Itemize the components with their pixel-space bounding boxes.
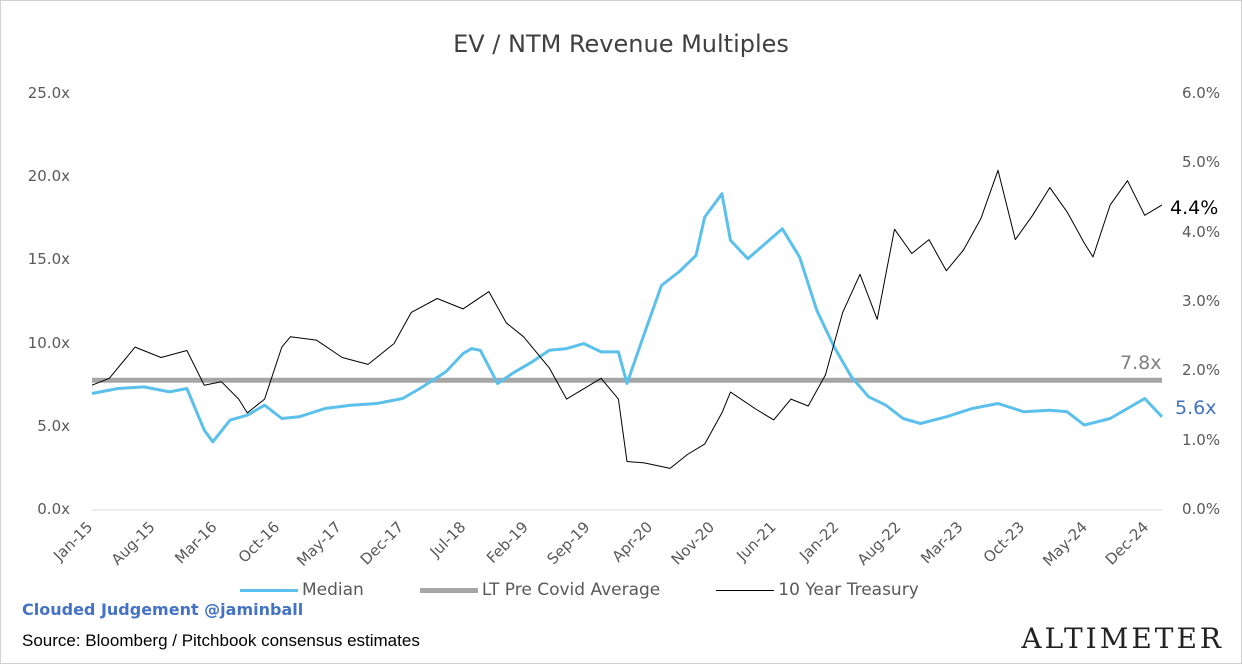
series-median-line	[91, 192, 1164, 444]
y-right-tick-label: 4.0%	[1182, 222, 1221, 241]
y-right-tick-label: 5.0%	[1182, 153, 1221, 172]
lt-average-end-label: 7.8x	[1120, 352, 1162, 374]
chart-legend: Median LT Pre Covid Average 10 Year Trea…	[240, 580, 975, 600]
legend-label-lt-average: LT Pre Covid Average	[481, 580, 661, 600]
y-left-tick-label: 20.0x	[27, 167, 70, 186]
chart-title: EV / NTM Revenue Multiples	[453, 30, 789, 58]
series-treasury-line	[91, 169, 1163, 469]
legend-item-lt-average: LT Pre Covid Average	[419, 580, 661, 600]
legend-swatch-median	[240, 588, 298, 592]
legend-item-treasury: 10 Year Treasury	[716, 580, 919, 600]
y-right-tick-label: 2.0%	[1182, 361, 1221, 380]
median-end-label: 5.6x	[1175, 397, 1217, 419]
brand-logo: ALTIMETER	[1021, 622, 1224, 655]
source-text: Source: Bloomberg / Pitchbook consensus …	[22, 631, 420, 650]
y-right-tick-label: 6.0%	[1182, 84, 1221, 102]
y-left-tick-label: 10.0x	[27, 333, 70, 352]
legend-label-median: Median	[302, 580, 364, 600]
y-left-tick-label: 5.0x	[37, 416, 70, 435]
treasury-end-label: 4.4%	[1170, 197, 1219, 219]
credit-text: Clouded Judgement @jaminball	[22, 600, 304, 619]
legend-swatch-lt-average	[419, 587, 478, 593]
y-left-tick-label: 0.0x	[37, 500, 70, 518]
y-right-tick-label: 3.0%	[1182, 292, 1221, 310]
legend-swatch-treasury	[716, 589, 775, 591]
y-left-tick-label: 25.0x	[27, 84, 70, 102]
y-left-tick-label: 15.0x	[27, 250, 70, 269]
y-right-tick-label: 1.0%	[1182, 430, 1221, 449]
y-right-tick-label: 0.0%	[1182, 500, 1221, 518]
legend-item-median: Median	[240, 580, 364, 600]
legend-label-treasury: 10 Year Treasury	[778, 580, 919, 600]
